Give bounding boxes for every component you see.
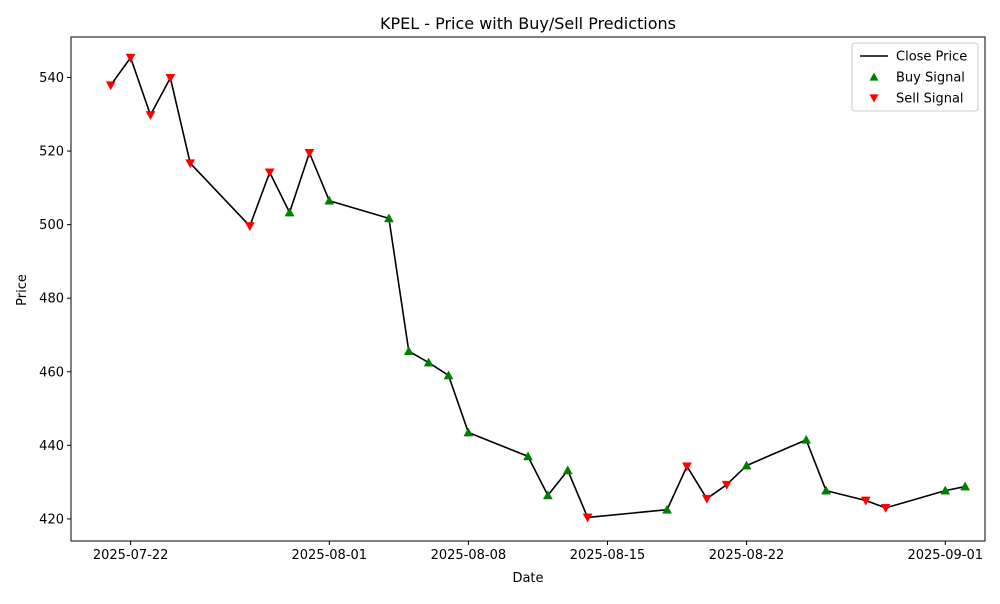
buy-signal-marker bbox=[284, 207, 295, 217]
x-tick-label: 2025-08-22 bbox=[709, 548, 785, 563]
x-tick-label: 2025-08-01 bbox=[292, 548, 368, 563]
legend: Close Price Buy Signal Sell Signal bbox=[851, 42, 979, 112]
sell-signal-marker bbox=[185, 159, 196, 169]
sell-signal-marker bbox=[682, 462, 692, 472]
x-tick-label: 2025-08-08 bbox=[431, 548, 507, 563]
y-tick-label: 420 bbox=[39, 512, 64, 527]
sell-signal-marker bbox=[701, 494, 712, 504]
sell-signal-marker bbox=[880, 504, 891, 513]
y-tick-label: 460 bbox=[39, 365, 64, 380]
sell-signal-marker bbox=[145, 111, 156, 121]
buy-signal-marker bbox=[562, 465, 573, 475]
y-tick-label: 480 bbox=[39, 292, 64, 307]
legend-label: Close Price bbox=[896, 50, 967, 65]
x-tick-label: 2025-07-22 bbox=[93, 548, 169, 563]
buy-signal-marker bbox=[662, 504, 673, 514]
sell-signal-marker bbox=[244, 222, 255, 232]
y-tick-label: 500 bbox=[39, 218, 64, 233]
buy-signal-marker bbox=[741, 460, 752, 470]
sell-signal-marker bbox=[165, 73, 176, 83]
x-tick-label: 2025-09-01 bbox=[907, 548, 983, 563]
sell-signal-marker bbox=[105, 81, 116, 91]
chart-title: KPEL - Price with Buy/Sell Predictions bbox=[380, 14, 676, 33]
y-tick-label: 540 bbox=[39, 71, 64, 86]
sell-signal-marker bbox=[860, 496, 871, 506]
buy-signal-marker bbox=[523, 451, 533, 461]
sell-signal-marker bbox=[721, 480, 732, 490]
buy-signal-marker bbox=[403, 346, 414, 356]
sell-signal-marker bbox=[125, 53, 136, 63]
sell-signal-marker bbox=[582, 513, 593, 523]
buy-signal-marker bbox=[443, 370, 454, 380]
plot-frame bbox=[70, 36, 986, 542]
legend-box bbox=[851, 42, 979, 112]
buy-signal-marker bbox=[423, 357, 434, 367]
buy-signal-marker bbox=[940, 485, 951, 495]
buy-signal-marker bbox=[324, 195, 335, 205]
buy-signal-marker bbox=[960, 481, 971, 491]
close-price-line bbox=[110, 56, 966, 519]
buy-signal-marker bbox=[383, 213, 394, 223]
legend-buy-swatch bbox=[869, 72, 879, 81]
sell-signal-marker bbox=[304, 149, 315, 158]
buy-signal-marker bbox=[542, 490, 553, 500]
legend-label: Sell Signal bbox=[896, 92, 964, 107]
sell-signal-marker bbox=[264, 168, 275, 178]
x-axis-label: Date bbox=[512, 571, 543, 586]
y-tick-label: 520 bbox=[39, 145, 64, 160]
legend-sell-swatch bbox=[869, 94, 879, 103]
y-tick-label: 440 bbox=[39, 439, 64, 454]
y-axis-label: Price bbox=[15, 274, 30, 306]
plot-area: 2025-07-22 2025-08-01 2025-08-08 2025-08-15… bbox=[39, 36, 986, 563]
buy-signal-marker bbox=[801, 434, 812, 444]
x-tick-label: 2025-08-15 bbox=[570, 548, 646, 563]
legend-label: Buy Signal bbox=[896, 71, 965, 86]
buy-signal-marker bbox=[463, 427, 474, 437]
buy-signal-marker bbox=[821, 485, 831, 495]
